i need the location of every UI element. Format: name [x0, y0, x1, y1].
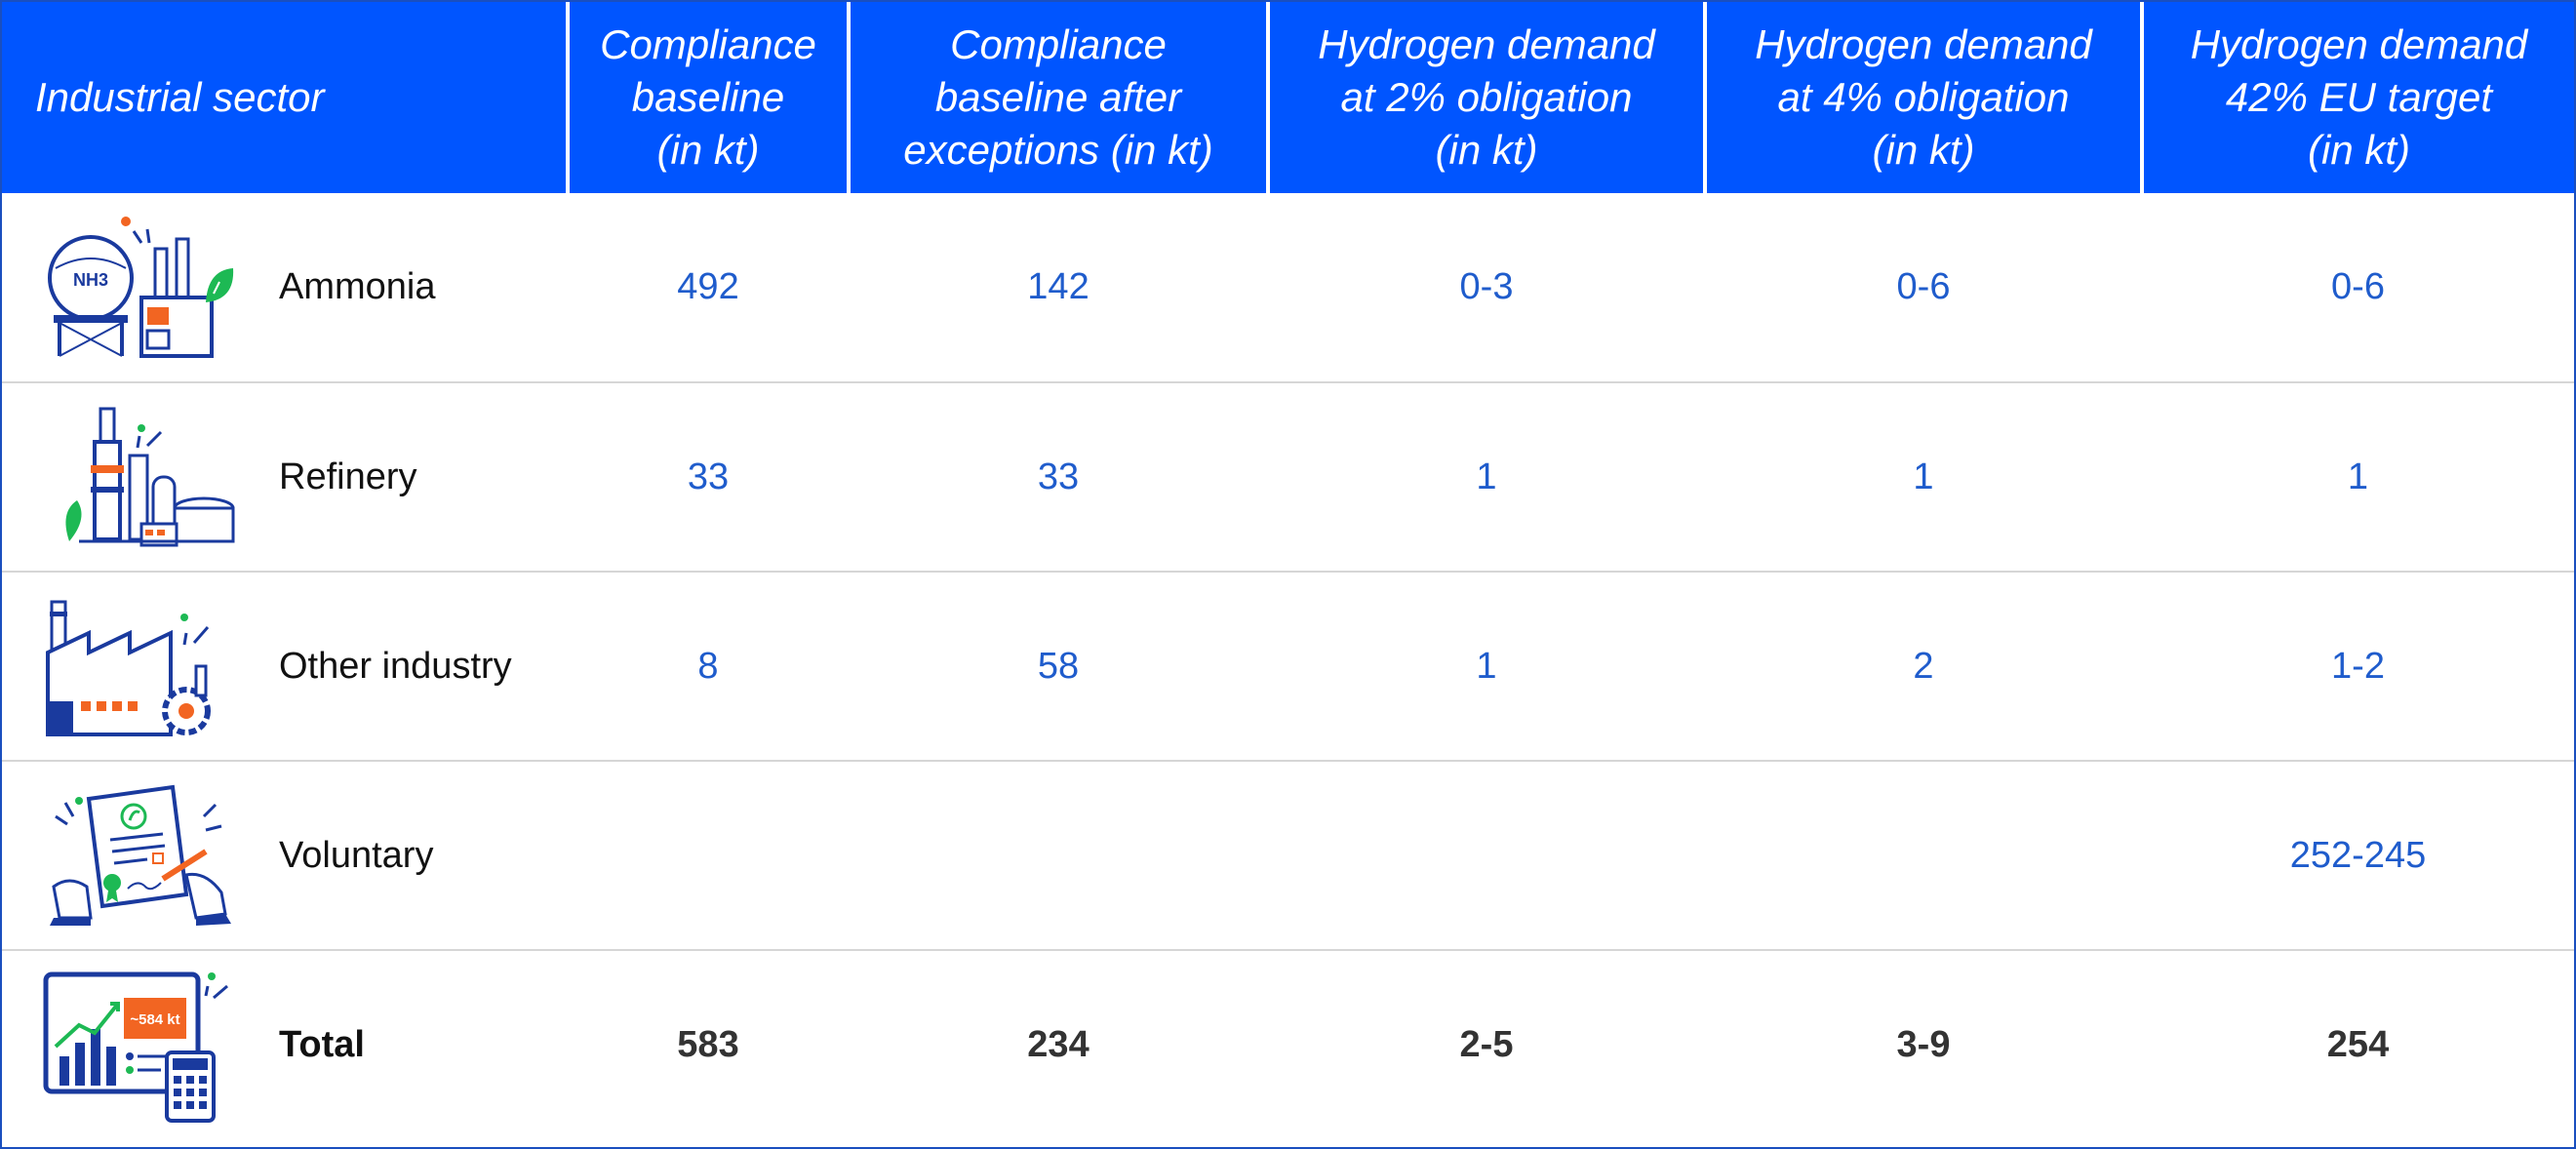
header-industrial-sector: Industrial sector — [2, 2, 568, 193]
svg-text:NH3: NH3 — [73, 270, 108, 290]
sector-cell: Refinery — [2, 381, 568, 572]
value-cell: 492 — [677, 266, 739, 307]
sector-name: Total — [279, 1024, 365, 1065]
value-cell — [568, 760, 849, 950]
table-row: Voluntary 252-245 — [2, 760, 2574, 950]
total-value-cell: 583 — [568, 949, 849, 1139]
value-cell: 1 — [1705, 381, 2142, 572]
value-cell: 33 — [849, 381, 1268, 572]
value-cell: 1 — [1268, 571, 1705, 761]
header-demand-2-percent: Hydrogen demand at 2% obligation (in kt) — [1266, 2, 1705, 193]
total-value-cell: 3-9 — [1705, 949, 2142, 1139]
sector-cell: Voluntary — [2, 760, 568, 950]
value-cell: 0-3 — [1459, 266, 1514, 307]
header-demand-42-percent-eu: Hydrogen demand 42% EU target (in kt) — [2140, 2, 2574, 193]
header-baseline-after-exceptions: Compliance baseline after exceptions (in… — [847, 2, 1268, 193]
sector-cell: NH3 — [2, 193, 568, 382]
value-cell: 1 — [2142, 381, 2574, 572]
value-cell: 58 — [849, 571, 1268, 761]
certificate-signing-icon — [35, 772, 240, 939]
total-value-cell: 234 — [849, 949, 1268, 1139]
total-row: ~584 kt — [2, 949, 2574, 1139]
value-cell — [1268, 760, 1705, 950]
value-cell: 252-245 — [2142, 760, 2574, 950]
table-row: NH3 — [2, 193, 2574, 382]
header-row: Industrial sector Compliance baseline (i… — [2, 2, 2574, 193]
value-cell: 33 — [568, 381, 849, 572]
sector-name: Voluntary — [279, 834, 434, 876]
sector-name: Other industry — [279, 645, 512, 687]
value-cell: 2 — [1705, 571, 2142, 761]
dashboard-calculator-icon: ~584 kt — [35, 962, 240, 1129]
refinery-icon — [35, 393, 240, 561]
value-cell: 0-6 — [2331, 266, 2385, 307]
table-row: Refinery 33 33 1 1 1 — [2, 381, 2574, 572]
total-value-cell: 2-5 — [1268, 949, 1705, 1139]
svg-text:~584 kt: ~584 kt — [130, 1011, 179, 1028]
value-cell — [849, 760, 1268, 950]
sector-name: Refinery — [279, 456, 417, 497]
value-cell: 8 — [568, 571, 849, 761]
value-cell: 142 — [1027, 266, 1090, 307]
value-cell: 1-2 — [2142, 571, 2574, 761]
sector-cell: Other industry — [2, 571, 568, 761]
header-demand-4-percent: Hydrogen demand at 4% obligation (in kt) — [1703, 2, 2142, 193]
value-cell: 0-6 — [1896, 266, 1951, 307]
factory-icon — [35, 582, 240, 750]
table-row: Other industry 8 58 1 2 1-2 — [2, 571, 2574, 761]
value-cell — [1705, 760, 2142, 950]
sector-cell: ~584 kt — [2, 949, 568, 1139]
total-value-cell: 254 — [2142, 949, 2574, 1139]
ammonia-plant-icon: NH3 — [35, 204, 240, 372]
sector-name: Ammonia — [279, 266, 436, 307]
header-compliance-baseline: Compliance baseline (in kt) — [566, 2, 849, 193]
value-cell: 1 — [1268, 381, 1705, 572]
